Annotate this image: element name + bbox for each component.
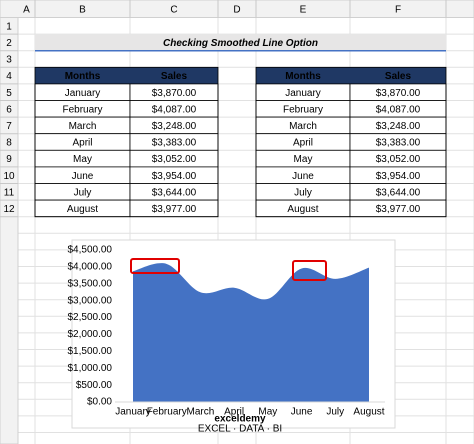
table-cell-text: July (294, 187, 312, 198)
y-tick-label: $4,500.00 (68, 245, 113, 256)
table-cell-text: January (285, 88, 321, 99)
table-cell-text: August (67, 204, 98, 215)
table-cell-text: August (287, 204, 318, 215)
table-cell-text: $4,087.00 (376, 104, 421, 115)
row-header[interactable]: 9 (6, 154, 12, 165)
x-tick-label: March (187, 407, 215, 418)
table-cell-text: July (74, 187, 92, 198)
table-cell-text: March (289, 121, 317, 132)
table-outline (34, 66, 219, 218)
row-header[interactable]: 3 (6, 55, 12, 66)
row-header[interactable]: 11 (4, 187, 15, 198)
table-cell-text: June (72, 171, 94, 182)
table-cell-text: March (69, 121, 97, 132)
column-header[interactable]: B (79, 4, 86, 15)
y-tick-label: $4,000.00 (68, 262, 113, 273)
row-header[interactable]: 2 (6, 38, 12, 49)
title-background (35, 34, 446, 51)
table-cell-text: $3,052.00 (376, 154, 421, 165)
table-header: Months (285, 71, 321, 82)
y-tick-label: $3,500.00 (68, 278, 113, 289)
x-tick-label: May (258, 407, 277, 418)
table-outline (255, 66, 447, 218)
table-header-fill (256, 67, 446, 84)
table-cell-text: May (294, 154, 313, 165)
y-tick-label: $1,500.00 (68, 346, 113, 357)
column-header-bar (0, 0, 474, 18)
row-header[interactable]: 5 (6, 88, 12, 99)
y-tick-label: $3,000.00 (68, 295, 113, 306)
title: Checking Smoothed Line Option (163, 38, 318, 49)
table-cell-text: $3,248.00 (152, 121, 197, 132)
table-cell-text: $3,954.00 (152, 171, 197, 182)
table-cell-text: $3,383.00 (152, 138, 197, 149)
area (133, 263, 369, 402)
row-header[interactable]: 1 (6, 21, 12, 32)
table-cell-text: February (62, 104, 102, 115)
y-tick-label: $2,000.00 (68, 329, 113, 340)
x-tick-label: July (326, 407, 344, 418)
y-tick-label: $1,000.00 (68, 363, 113, 374)
row-header[interactable]: 12 (3, 204, 15, 215)
watermark-tagline: EXCEL · DATA · BI (198, 424, 282, 435)
table-cell-text: $3,383.00 (376, 138, 421, 149)
table-header-fill (35, 67, 218, 84)
x-tick-label: June (291, 407, 313, 418)
x-tick-label: April (224, 407, 244, 418)
column-header[interactable]: D (233, 4, 240, 15)
column-header[interactable]: A (23, 4, 30, 15)
table-cell-text: January (65, 88, 101, 99)
column-header[interactable]: F (395, 4, 401, 15)
table-cell-text: $3,870.00 (152, 88, 197, 99)
table-header: Months (65, 71, 101, 82)
highlight-box (292, 260, 327, 281)
highlight-box (130, 258, 180, 274)
table-cell-text: $3,870.00 (376, 88, 421, 99)
table-cell-text: $3,977.00 (376, 204, 421, 215)
table-cell-text: June (292, 171, 314, 182)
table-cell-text: April (293, 138, 313, 149)
row-header[interactable]: 6 (6, 104, 12, 115)
y-tick-label: $0.00 (87, 397, 112, 408)
table-cell-text: $3,644.00 (152, 187, 197, 198)
column-header[interactable]: C (170, 4, 177, 15)
table-cell-text: $4,087.00 (152, 104, 197, 115)
row-header[interactable]: 7 (6, 121, 12, 132)
column-header[interactable]: E (300, 4, 307, 15)
y-tick-label: $2,500.00 (68, 312, 113, 323)
table-cell-text: April (72, 138, 92, 149)
table-header: Sales (385, 71, 412, 82)
table-cell-text: $3,248.00 (376, 121, 421, 132)
table-cell-text: February (283, 104, 323, 115)
table-cell-text: $3,954.00 (376, 171, 421, 182)
table-cell-text: $3,644.00 (376, 187, 421, 198)
table-cell-text: May (73, 154, 92, 165)
x-tick-label: January (115, 407, 151, 418)
row-header-bar (0, 17, 19, 444)
row-header[interactable]: 4 (6, 71, 12, 82)
y-tick-label: $500.00 (76, 380, 113, 391)
table-header: Sales (161, 71, 188, 82)
table-cell-text: $3,977.00 (152, 204, 197, 215)
watermark-brand: exceldemy (214, 414, 266, 425)
row-header[interactable]: 10 (3, 171, 15, 182)
table-cell-text: $3,052.00 (152, 154, 197, 165)
x-tick-label: February (147, 407, 187, 418)
row-header[interactable]: 8 (6, 138, 12, 149)
x-tick-label: August (353, 407, 384, 418)
